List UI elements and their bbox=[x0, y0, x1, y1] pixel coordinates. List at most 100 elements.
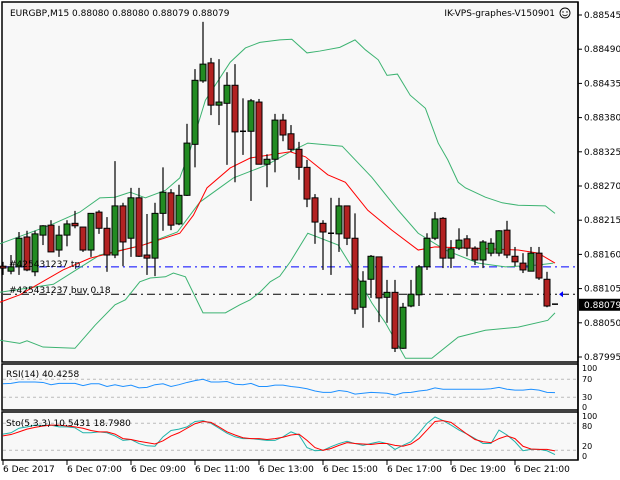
time-tick-label: 6 Dec 21:00 bbox=[515, 465, 570, 475]
smiley-face-icon bbox=[559, 7, 571, 19]
time-tick-label: 6 Dec 15:00 bbox=[323, 465, 378, 475]
candle-bear bbox=[351, 237, 359, 310]
candle-bull bbox=[447, 248, 455, 259]
stochastic-signal-line bbox=[2, 420, 556, 452]
bollinger-lower-line bbox=[0, 232, 556, 359]
candle-bear bbox=[167, 192, 175, 226]
bollinger-upper-line bbox=[0, 38, 556, 245]
time-tick-label: 6 Dec 2017 bbox=[3, 465, 55, 475]
candle-bull bbox=[223, 84, 231, 104]
candle-bear bbox=[135, 197, 143, 257]
candle-bull bbox=[31, 233, 39, 273]
price-tick-label: 0.88105 bbox=[584, 285, 620, 295]
candle-bull bbox=[423, 237, 431, 268]
rsi-level-label: 70 bbox=[582, 375, 592, 384]
candle-bull bbox=[247, 100, 255, 132]
candle-bear bbox=[207, 62, 215, 106]
candle-bear bbox=[255, 101, 263, 165]
stochastic-panel[interactable] bbox=[1, 411, 579, 461]
stochastic-level-label: 100 bbox=[582, 412, 597, 421]
candle-bull bbox=[215, 101, 223, 106]
candle-bull bbox=[183, 142, 191, 196]
stochastic-main-line bbox=[2, 416, 556, 456]
candle-bear bbox=[0, 265, 7, 269]
price-tick-label: 0.88270 bbox=[584, 182, 620, 192]
candle-bull bbox=[335, 205, 343, 235]
candle-bull bbox=[455, 239, 463, 249]
price-tick-label: 0.87995 bbox=[584, 353, 620, 363]
candle-bull bbox=[263, 158, 271, 165]
candle-bear bbox=[295, 148, 303, 168]
buy-arrow-icon bbox=[559, 291, 563, 298]
candle-bull bbox=[191, 79, 199, 145]
time-tick-label: 6 Dec 19:00 bbox=[451, 465, 506, 475]
price-tick-label: 0.88380 bbox=[584, 114, 620, 124]
price-tick-label: 0.88490 bbox=[584, 45, 620, 55]
rsi-line bbox=[2, 378, 556, 396]
time-tick-label: 6 Dec 09:00 bbox=[131, 465, 186, 475]
candle-bear bbox=[95, 211, 103, 229]
candle-bear bbox=[119, 205, 127, 243]
candle-bull bbox=[127, 197, 135, 239]
candle-bear bbox=[79, 226, 87, 251]
rsi-level-label: 0 bbox=[582, 403, 587, 412]
stochastic-level-label: 20 bbox=[582, 442, 592, 451]
buy-order-label: #425431237 buy 0.18 bbox=[9, 286, 111, 296]
candle-bear bbox=[535, 252, 543, 279]
server-label: IK-VPS-graphes-V150901 bbox=[444, 9, 555, 19]
price-tick-label: 0.88435 bbox=[584, 79, 620, 89]
candle-bull bbox=[415, 266, 423, 296]
price-tick-label: 0.88160 bbox=[584, 250, 620, 260]
candle-bull bbox=[399, 306, 407, 349]
candle-bull bbox=[487, 242, 495, 254]
candle-bull bbox=[367, 255, 375, 280]
candle-bull bbox=[15, 237, 23, 268]
rsi-series: 100 70 300 bbox=[2, 364, 597, 412]
price-tick-label: 0.88050 bbox=[584, 319, 620, 329]
time-tick-label: 6 Dec 13:00 bbox=[259, 465, 314, 475]
stochastic-label: Sto(5,3,3) 10.5431 18.7980 bbox=[6, 419, 131, 429]
candle-bull bbox=[151, 212, 159, 259]
time-tick-label: 6 Dec 11:00 bbox=[195, 465, 250, 475]
time-tick-label: 6 Dec 17:00 bbox=[387, 465, 442, 475]
candle-bull bbox=[271, 119, 279, 160]
candle-bear bbox=[287, 133, 295, 150]
tp-order-label: #425431237 tp bbox=[9, 260, 80, 270]
candle-bear bbox=[47, 224, 55, 253]
candle-bull bbox=[479, 241, 487, 261]
rsi-level-label: 100 bbox=[582, 364, 597, 373]
candle-bull bbox=[7, 266, 15, 272]
candle-bull bbox=[407, 293, 415, 307]
candle-bull bbox=[175, 194, 183, 225]
main-price-panel[interactable] bbox=[1, 1, 579, 363]
candle-bull bbox=[159, 191, 167, 214]
candle-bear bbox=[143, 254, 151, 259]
candle-bear bbox=[303, 166, 311, 200]
time-tick-label: 6 Dec 07:00 bbox=[67, 465, 122, 475]
candle-bear bbox=[503, 229, 511, 256]
price-tick-label: 0.88545 bbox=[584, 11, 620, 21]
candle-bull bbox=[87, 212, 95, 251]
candle-bear bbox=[103, 227, 111, 256]
candle-bear bbox=[23, 236, 31, 271]
price-series bbox=[0, 21, 577, 359]
candle-bear bbox=[71, 222, 79, 227]
candle-bear bbox=[311, 197, 319, 223]
candle-bear bbox=[471, 247, 479, 261]
current-price-label: 0.88079 bbox=[584, 301, 620, 311]
candle-bear bbox=[279, 119, 287, 136]
stochastic-level-label: 80 bbox=[582, 422, 592, 431]
candle-bear bbox=[231, 84, 239, 133]
rsi-panel[interactable] bbox=[1, 363, 579, 411]
candle-bear bbox=[519, 262, 527, 271]
candle-bear bbox=[543, 278, 551, 307]
candle-bull bbox=[527, 252, 535, 272]
candle-bear bbox=[439, 217, 447, 259]
candle-bull bbox=[383, 291, 391, 298]
stochastic-level-label: 0 bbox=[582, 452, 587, 461]
price-tick-label: 0.88215 bbox=[584, 216, 620, 226]
rsi-label: RSI(14) 40.4258 bbox=[6, 370, 79, 380]
